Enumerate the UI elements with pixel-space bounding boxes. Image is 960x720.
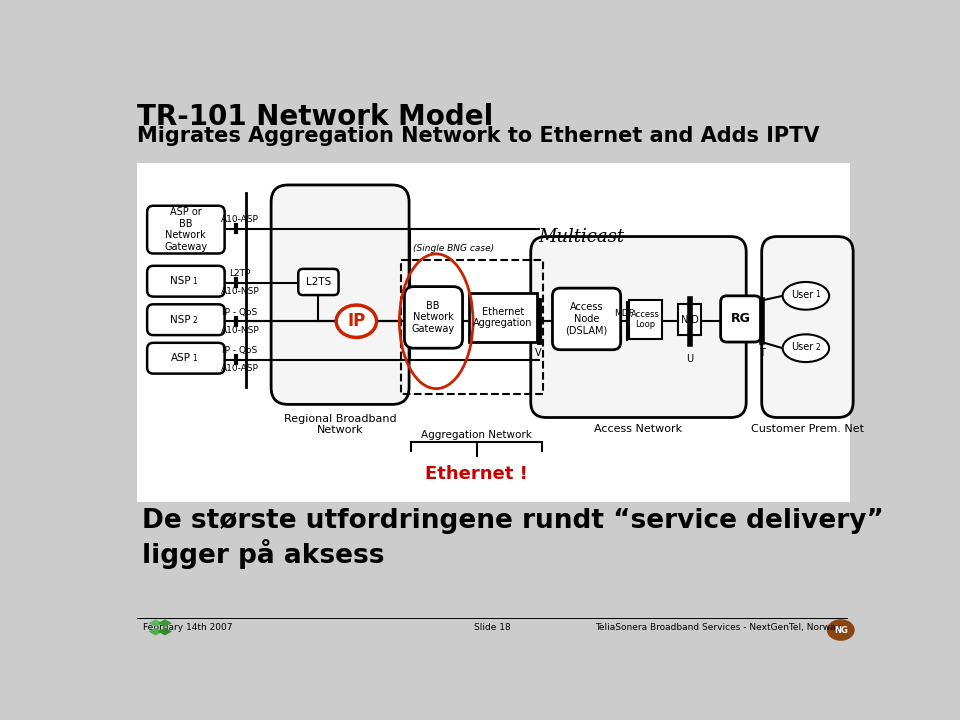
Text: IP: IP bbox=[348, 312, 366, 330]
Text: V: V bbox=[535, 348, 541, 358]
Polygon shape bbox=[149, 619, 162, 627]
Text: RG: RG bbox=[731, 312, 751, 325]
Text: Customer Prem. Net: Customer Prem. Net bbox=[751, 423, 864, 433]
Ellipse shape bbox=[827, 619, 854, 641]
Ellipse shape bbox=[782, 282, 829, 310]
Text: NID: NID bbox=[681, 315, 699, 325]
Text: 2: 2 bbox=[815, 343, 820, 352]
Text: L2TP: L2TP bbox=[229, 269, 251, 278]
Text: Regional Broadband
Network: Regional Broadband Network bbox=[284, 414, 396, 436]
Text: Migrates Aggregation Network to Ethernet and Adds IPTV: Migrates Aggregation Network to Ethernet… bbox=[137, 127, 820, 146]
Bar bbox=[629, 300, 661, 339]
Text: NSP: NSP bbox=[170, 276, 191, 287]
Bar bbox=[137, 163, 850, 502]
Text: Ethernet !: Ethernet ! bbox=[425, 465, 528, 483]
FancyBboxPatch shape bbox=[404, 287, 463, 348]
FancyBboxPatch shape bbox=[147, 206, 225, 253]
Ellipse shape bbox=[336, 305, 376, 338]
Text: A10-NSP: A10-NSP bbox=[221, 326, 259, 335]
Text: Access Network: Access Network bbox=[594, 423, 683, 433]
Text: User: User bbox=[791, 290, 813, 300]
Text: IP - QoS: IP - QoS bbox=[223, 307, 257, 317]
Text: L2TS: L2TS bbox=[306, 277, 331, 287]
Text: Slide 18: Slide 18 bbox=[473, 623, 511, 632]
Polygon shape bbox=[149, 628, 162, 636]
Text: Aggregation Network: Aggregation Network bbox=[421, 430, 532, 440]
Text: ASP or
BB
Network
Gateway: ASP or BB Network Gateway bbox=[164, 207, 207, 252]
Text: A10-NSP: A10-NSP bbox=[221, 287, 259, 297]
Bar bbox=[678, 305, 701, 335]
FancyBboxPatch shape bbox=[147, 343, 225, 374]
Ellipse shape bbox=[782, 334, 829, 362]
Polygon shape bbox=[158, 628, 172, 636]
Bar bbox=[401, 260, 543, 395]
FancyBboxPatch shape bbox=[721, 296, 761, 342]
Text: T: T bbox=[758, 348, 764, 358]
Text: Multicast: Multicast bbox=[539, 228, 625, 246]
FancyBboxPatch shape bbox=[552, 288, 621, 350]
Text: IP - QoS: IP - QoS bbox=[223, 346, 257, 355]
Text: February 14th 2007: February 14th 2007 bbox=[143, 623, 232, 632]
Text: User: User bbox=[791, 343, 813, 352]
Text: BB
Network
Gateway: BB Network Gateway bbox=[412, 301, 455, 334]
Text: U: U bbox=[686, 354, 693, 364]
Text: (Single BNG case): (Single BNG case) bbox=[413, 243, 493, 253]
Text: TeliaSonera Broadband Services - NextGenTel, Norway: TeliaSonera Broadband Services - NextGen… bbox=[595, 623, 841, 632]
Text: Access
Loop: Access Loop bbox=[631, 310, 660, 330]
Polygon shape bbox=[158, 619, 172, 627]
Text: 1: 1 bbox=[192, 354, 197, 364]
FancyBboxPatch shape bbox=[761, 237, 853, 418]
Text: NSP: NSP bbox=[170, 315, 191, 325]
FancyBboxPatch shape bbox=[147, 305, 225, 335]
Text: TR-101 Network Model: TR-101 Network Model bbox=[137, 104, 493, 131]
Text: A10-ASP: A10-ASP bbox=[221, 215, 259, 224]
FancyBboxPatch shape bbox=[531, 237, 746, 418]
Bar bbox=[468, 293, 537, 342]
Text: 1: 1 bbox=[815, 290, 820, 300]
FancyBboxPatch shape bbox=[147, 266, 225, 297]
Text: Ethernet
Aggregation: Ethernet Aggregation bbox=[473, 307, 533, 328]
Text: A10-ASP: A10-ASP bbox=[221, 364, 259, 374]
Text: De største utfordringene rundt “service delivery”
ligger på aksess: De største utfordringene rundt “service … bbox=[142, 508, 883, 570]
Text: 2: 2 bbox=[192, 316, 197, 325]
FancyBboxPatch shape bbox=[271, 185, 409, 405]
FancyBboxPatch shape bbox=[299, 269, 339, 295]
Text: ASP: ASP bbox=[171, 354, 190, 363]
Text: Access
Node
(DSLAM): Access Node (DSLAM) bbox=[565, 302, 608, 336]
Text: 1: 1 bbox=[192, 277, 197, 287]
Text: MDF: MDF bbox=[613, 309, 634, 318]
Text: NG: NG bbox=[834, 626, 848, 634]
